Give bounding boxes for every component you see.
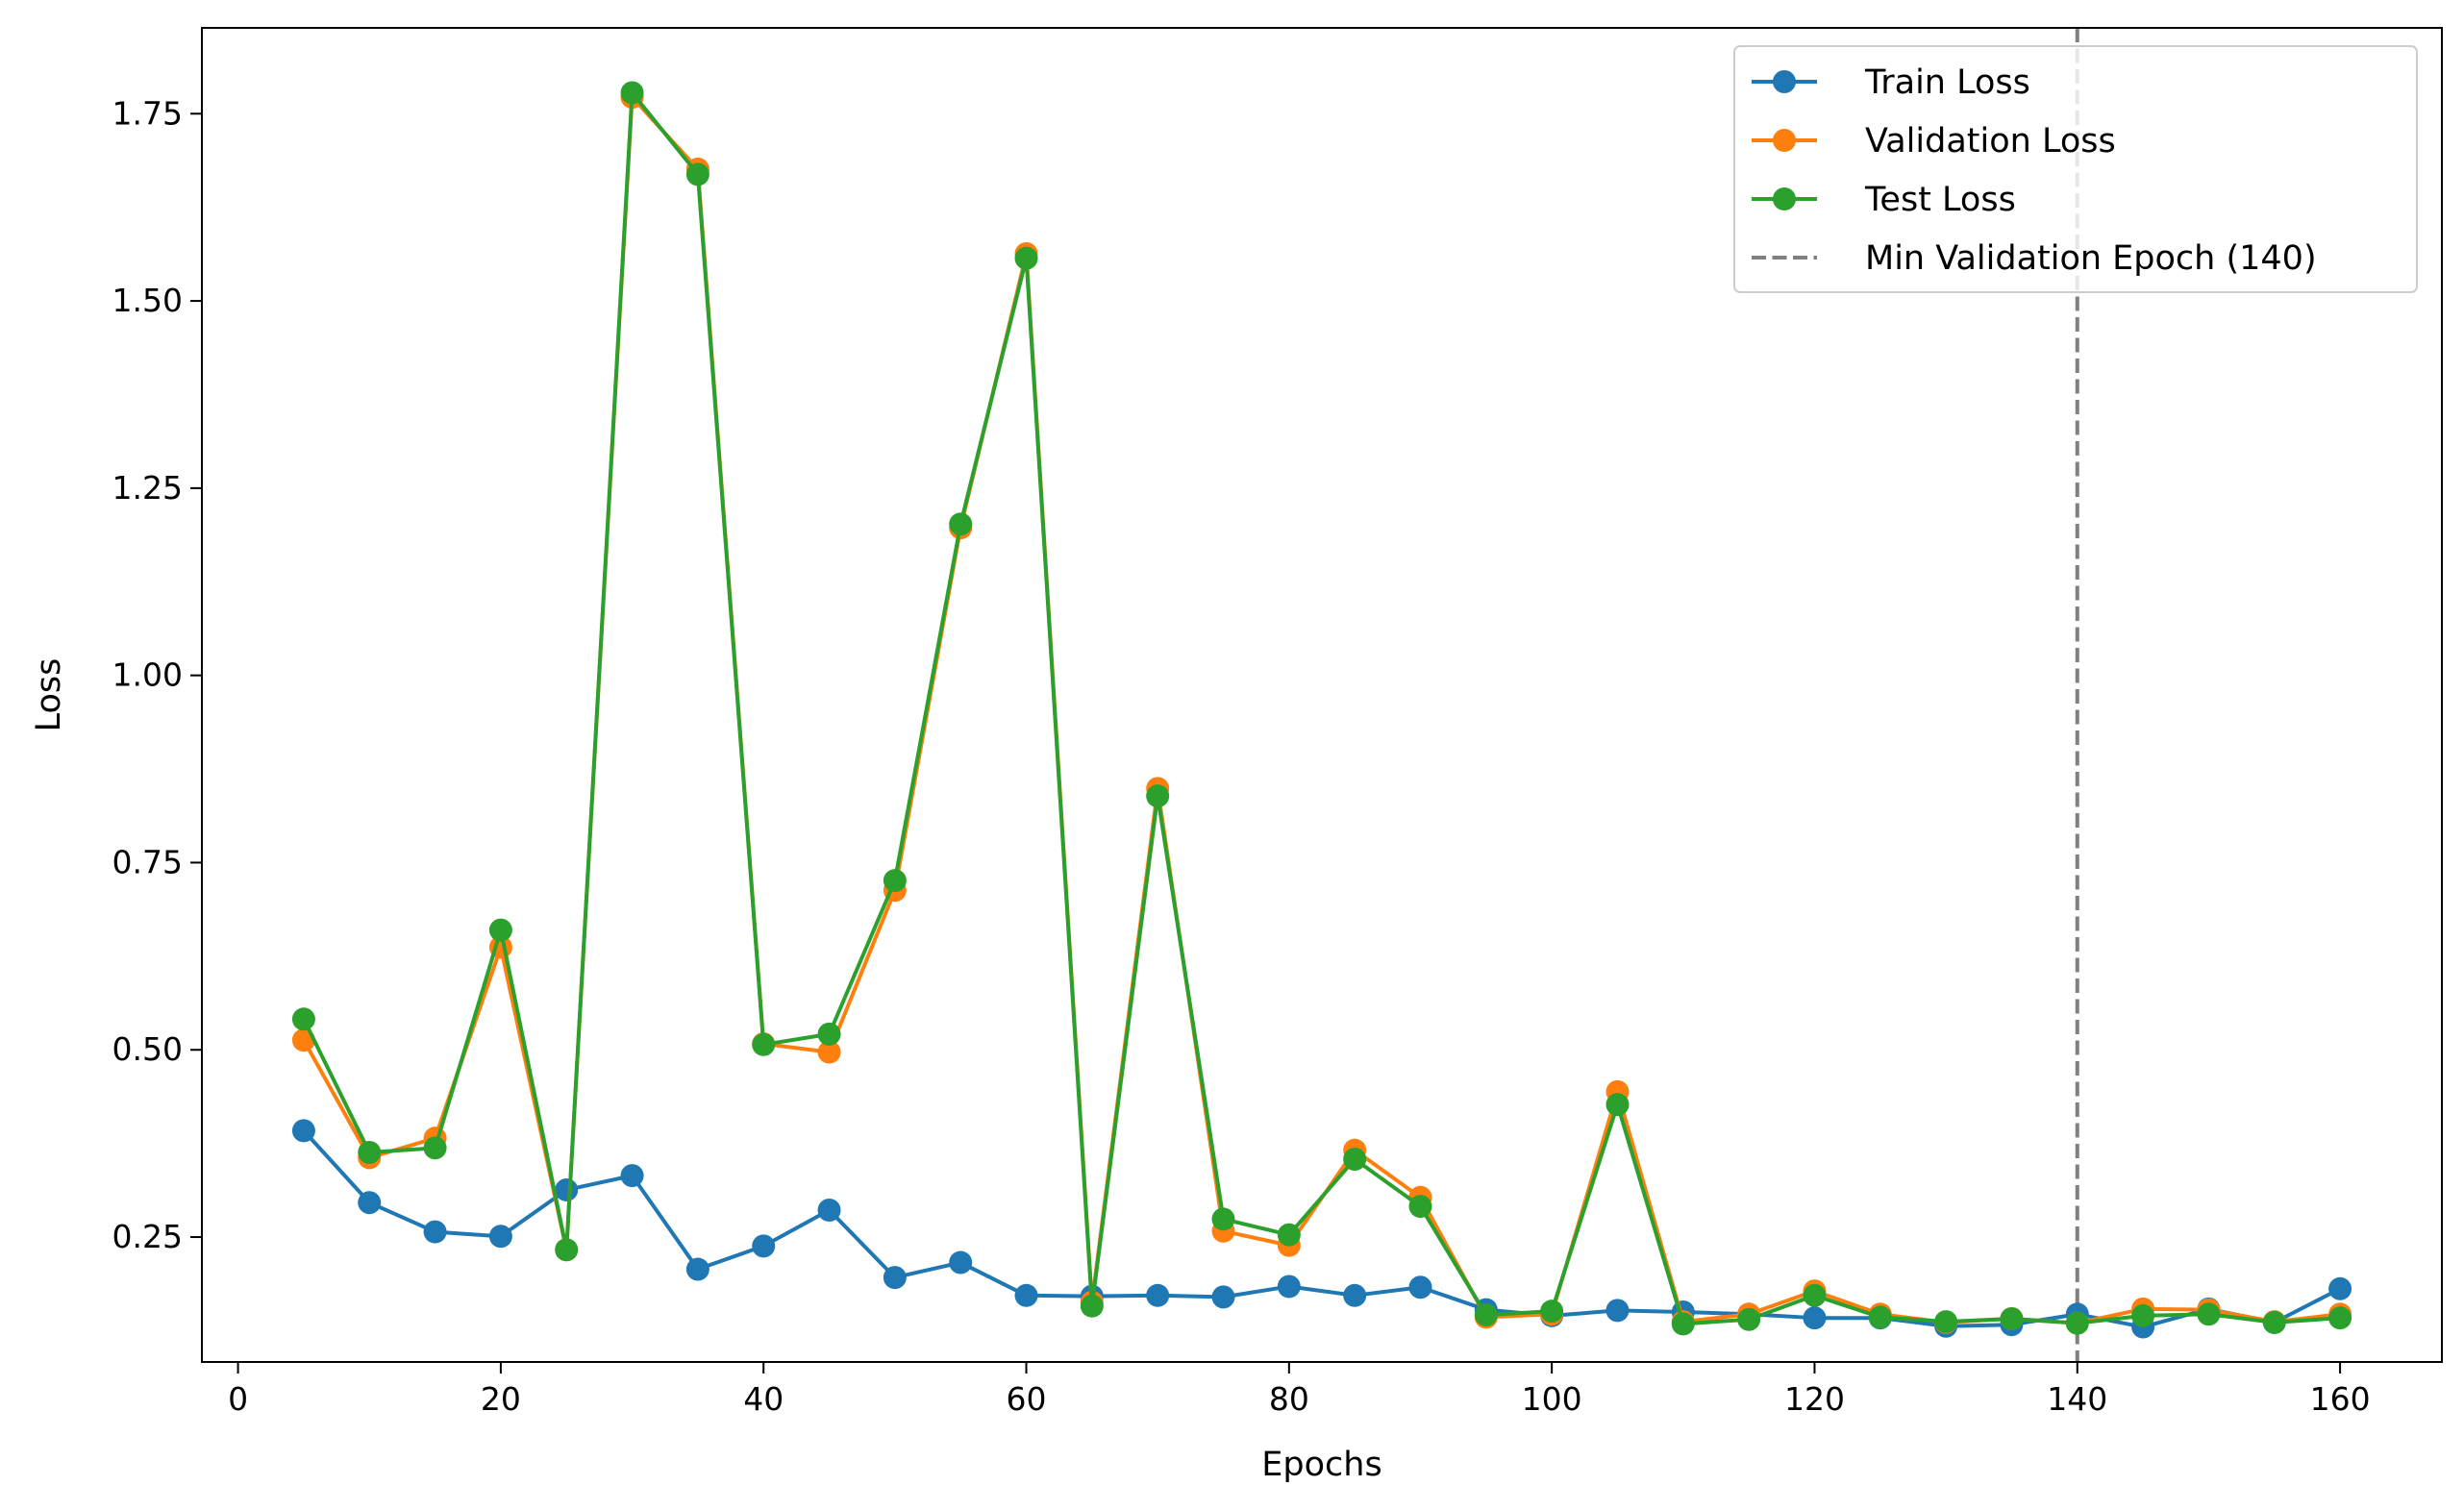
data-point bbox=[1146, 1283, 1170, 1307]
data-point bbox=[1737, 1307, 1761, 1331]
legend-box bbox=[1733, 45, 2418, 293]
series-layer bbox=[291, 81, 2352, 1339]
data-point bbox=[555, 1177, 579, 1201]
data-point bbox=[817, 1040, 841, 1064]
data-point bbox=[620, 1164, 644, 1188]
y-tick-label: 1.25 bbox=[112, 469, 183, 507]
data-point bbox=[291, 1007, 315, 1031]
data-point bbox=[752, 1032, 776, 1056]
plot-frame bbox=[201, 27, 2443, 1363]
x-tick-label: 40 bbox=[743, 1380, 784, 1418]
data-point bbox=[817, 1198, 841, 1222]
y-axis-label: Loss bbox=[30, 658, 68, 732]
data-point bbox=[949, 512, 973, 536]
legend-marker bbox=[1773, 129, 1796, 152]
data-point bbox=[423, 1136, 447, 1160]
data-point bbox=[1146, 784, 1170, 808]
data-point bbox=[685, 1257, 709, 1281]
data-point bbox=[1343, 1283, 1367, 1307]
data-point bbox=[949, 1250, 973, 1275]
data-point bbox=[555, 1238, 579, 1262]
data-point bbox=[1277, 1275, 1301, 1299]
data-point bbox=[1211, 1285, 1235, 1309]
data-point bbox=[1014, 246, 1038, 270]
y-tick-label: 0.50 bbox=[112, 1030, 183, 1068]
data-point bbox=[2065, 1311, 2089, 1335]
x-tick-label: 120 bbox=[1784, 1380, 1845, 1418]
data-point bbox=[488, 918, 512, 942]
legend-label: Train Loss bbox=[1864, 63, 2030, 102]
y-tick-label: 1.00 bbox=[112, 656, 183, 694]
legend-label: Test Loss bbox=[1864, 181, 2016, 219]
data-point bbox=[883, 869, 907, 893]
x-tick-label: 20 bbox=[481, 1380, 521, 1418]
data-point bbox=[752, 1234, 776, 1258]
y-tick-label: 0.25 bbox=[112, 1218, 183, 1255]
data-point bbox=[1408, 1195, 1432, 1219]
x-tick-label: 0 bbox=[228, 1380, 248, 1418]
data-point bbox=[1605, 1299, 1630, 1323]
x-tick-label: 60 bbox=[1007, 1380, 1047, 1418]
data-point bbox=[291, 1119, 315, 1143]
data-point bbox=[1277, 1223, 1301, 1247]
x-axis: 0 20 40 60 80 100 120 140 160 bbox=[228, 1362, 2371, 1418]
data-point bbox=[1540, 1300, 1564, 1324]
data-point bbox=[1803, 1306, 1827, 1330]
data-point bbox=[1014, 1283, 1038, 1307]
data-point bbox=[358, 1140, 382, 1164]
y-tick-label: 0.75 bbox=[112, 843, 183, 880]
legend-label: Validation Loss bbox=[1865, 122, 2116, 161]
y-tick-label: 1.75 bbox=[112, 94, 183, 132]
y-axis: 0.25 0.50 0.75 1.00 1.25 1.50 1.75 bbox=[112, 94, 202, 1255]
data-point bbox=[1343, 1148, 1367, 1172]
data-point bbox=[620, 81, 644, 105]
legend-marker bbox=[1773, 70, 1796, 93]
data-point bbox=[1803, 1283, 1827, 1307]
data-point bbox=[2131, 1303, 2155, 1327]
x-axis-label: Epochs bbox=[1261, 1446, 1381, 1484]
legend: Train Loss Validation Loss Test Loss Min Va… bbox=[1733, 45, 2418, 293]
data-point bbox=[2328, 1276, 2352, 1300]
data-point bbox=[1605, 1093, 1630, 1117]
data-point bbox=[1408, 1275, 1432, 1300]
data-point bbox=[1868, 1305, 1892, 1329]
y-tick-label: 1.50 bbox=[112, 282, 183, 319]
data-point bbox=[488, 1225, 512, 1249]
data-point bbox=[883, 1266, 907, 1290]
legend-marker bbox=[1773, 187, 1796, 210]
series-test-loss bbox=[291, 81, 2352, 1336]
data-point bbox=[2262, 1310, 2286, 1334]
data-point bbox=[358, 1191, 382, 1215]
data-point bbox=[1080, 1294, 1104, 1318]
data-point bbox=[423, 1220, 447, 1244]
data-point bbox=[2328, 1306, 2352, 1330]
x-tick-label: 160 bbox=[2310, 1380, 2371, 1418]
x-tick-label: 140 bbox=[2047, 1380, 2107, 1418]
data-point bbox=[1934, 1310, 1958, 1334]
data-point bbox=[817, 1022, 841, 1046]
legend-label: Min Validation Epoch (140) bbox=[1865, 239, 2317, 278]
data-point bbox=[2000, 1306, 2024, 1330]
data-point bbox=[1211, 1207, 1235, 1231]
data-point bbox=[1474, 1303, 1498, 1327]
x-tick-label: 100 bbox=[1522, 1380, 1582, 1418]
data-point bbox=[2197, 1302, 2221, 1326]
x-tick-label: 80 bbox=[1269, 1380, 1309, 1418]
data-point bbox=[685, 162, 709, 186]
data-point bbox=[1671, 1312, 1695, 1336]
